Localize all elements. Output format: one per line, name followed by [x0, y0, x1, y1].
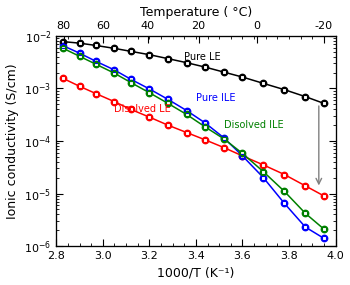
Y-axis label: Ionic conductivity (S/cm): Ionic conductivity (S/cm): [6, 63, 19, 219]
Text: Pure ILE: Pure ILE: [196, 93, 236, 103]
X-axis label: 1000/T (K⁻¹): 1000/T (K⁻¹): [157, 266, 234, 280]
X-axis label: Temperature ( °C): Temperature ( °C): [140, 5, 252, 19]
Text: Disolved LE: Disolved LE: [114, 104, 171, 115]
Text: Pure LE: Pure LE: [184, 52, 221, 62]
Text: Disolved ILE: Disolved ILE: [224, 120, 284, 130]
